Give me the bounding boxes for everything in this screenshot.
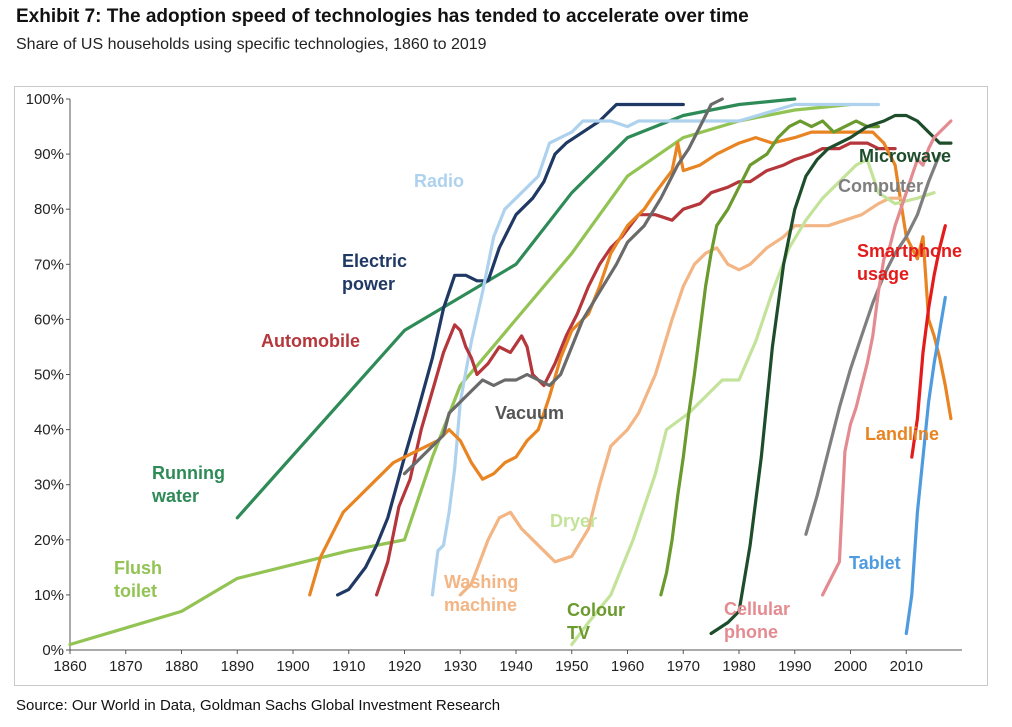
series-label-microwave: Microwave [859, 146, 951, 166]
series-line-vacuum [402, 97, 724, 476]
series-line-microwave [709, 113, 953, 636]
series-line-landline [308, 130, 953, 597]
x-tick-label: 1890 [221, 658, 254, 675]
chart-axes: 0% 10% 20% 30% 40% 50% 60% 70% 80% 90% 100% 1860 187… [26, 91, 962, 675]
adoption-line-chart: 0% 10% 20% 30% 40% 50% 60% 70% 80% 90% 100% 1860 187… [26, 91, 962, 675]
series-line-tablet [904, 295, 947, 636]
y-tick-label: 0% [42, 642, 64, 659]
series-label-landline: Landline [865, 424, 939, 444]
x-tick-label: 1920 [388, 658, 421, 675]
series-label-smartphone-usage: Smartphone usage [857, 241, 962, 284]
series-line-running-water [235, 97, 797, 520]
series-line-dryer [570, 158, 936, 647]
x-tick-label: 1860 [53, 658, 86, 675]
series-line-smartphone-usage [910, 224, 947, 459]
series-label-colour-tv: Colour TV [567, 600, 625, 643]
x-tick-label: 1970 [667, 658, 700, 675]
series-label-radio: Radio [414, 171, 464, 191]
page-title: Exhibit 7: The adoption speed of technol… [16, 6, 749, 27]
series-label-flush-toilet: Flush toilet [114, 558, 162, 601]
y-tick-label: 90% [34, 146, 64, 163]
x-tick-label: 1950 [555, 658, 588, 675]
y-tick-label: 60% [34, 311, 64, 328]
series-line-flush-toilet [68, 102, 853, 647]
y-tick-label: 80% [34, 201, 64, 218]
series-line-radio [430, 102, 880, 597]
x-tick-label: 1980 [722, 658, 755, 675]
y-tick-label: 70% [34, 256, 64, 273]
series-label-washing-machine: Washing machine [444, 572, 518, 615]
series-line-cellular-phone [821, 119, 953, 597]
x-tick-label: 1870 [109, 658, 142, 675]
x-tick-label: 1880 [165, 658, 198, 675]
series-label-automobile: Automobile [261, 331, 360, 351]
chart-series-labels: Flush toilet Running water Electric power Radi… [114, 146, 962, 643]
source-note: Source: Our World in Data, Goldman Sachs… [16, 697, 501, 714]
series-label-dryer: Dryer [550, 511, 597, 531]
series-label-electric-power: Electric power [342, 251, 407, 294]
series-label-computer: Computer [838, 176, 923, 196]
y-tick-label: 20% [34, 532, 64, 549]
x-tick-label: 1990 [778, 658, 811, 675]
series-label-tablet: Tablet [849, 553, 901, 573]
series-label-cellular-phone: Cellular phone [724, 599, 790, 642]
page-subtitle: Share of US households using specific te… [16, 36, 487, 53]
x-tick-label: 1960 [611, 658, 644, 675]
x-tick-label: 2010 [890, 658, 923, 675]
series-label-vacuum: Vacuum [495, 403, 564, 423]
series-line-automobile [375, 141, 897, 597]
x-tick-label: 1940 [499, 658, 532, 675]
x-tick-label: 1910 [332, 658, 365, 675]
y-tick-label: 50% [34, 367, 64, 384]
x-tick-label: 2000 [834, 658, 867, 675]
x-tick-label: 1930 [444, 658, 477, 675]
y-tick-label: 10% [34, 587, 64, 604]
series-line-colour-tv [659, 119, 880, 597]
series-line-computer [804, 152, 942, 536]
y-tick-label: 30% [34, 477, 64, 494]
y-tick-label: 40% [34, 422, 64, 439]
chart-series-group [68, 97, 953, 647]
y-tick-label: 100% [26, 91, 64, 108]
series-line-washing-machine [458, 196, 903, 597]
series-label-running-water: Running water [151, 463, 225, 506]
x-tick-label: 1900 [276, 658, 309, 675]
